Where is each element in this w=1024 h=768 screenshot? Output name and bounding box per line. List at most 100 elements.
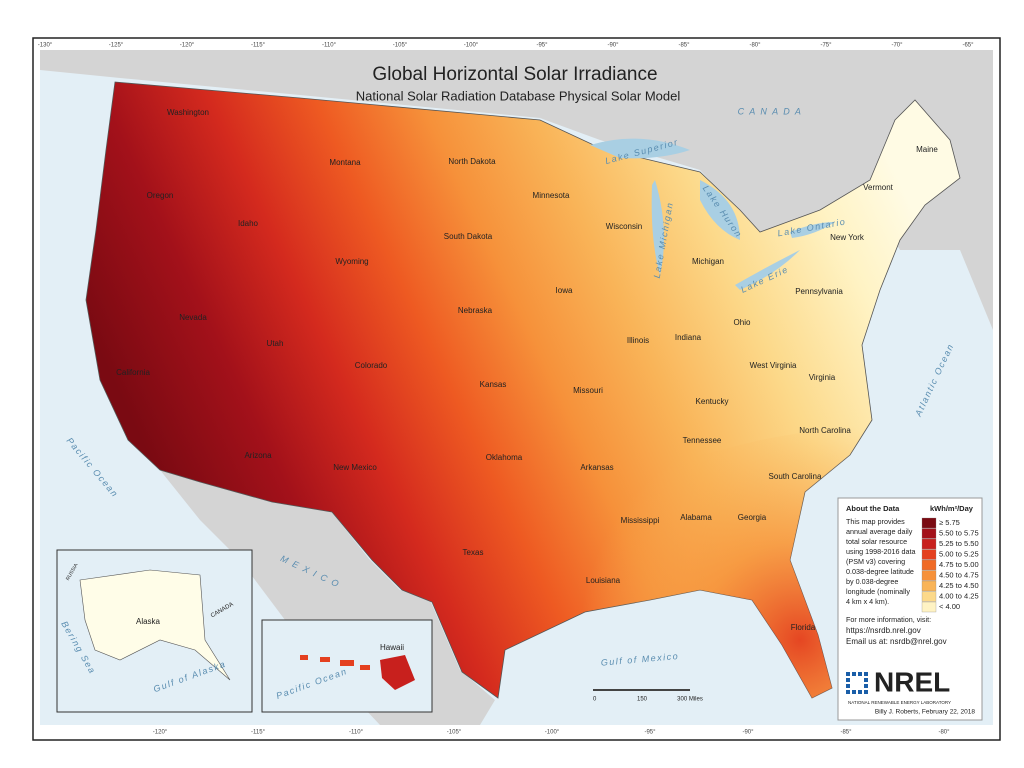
about-line: using 1998-2016 data <box>846 547 916 556</box>
state-label: Utah <box>267 339 284 348</box>
state-label: West Virginia <box>750 361 797 370</box>
about-line: 0.038-degree latitude <box>846 567 914 576</box>
legend-swatch <box>921 538 937 550</box>
southeast-shade <box>505 420 872 698</box>
scale-label: 0 <box>593 697 597 703</box>
state-label: Nevada <box>179 313 207 322</box>
lake <box>700 180 740 240</box>
nrel-icon <box>846 672 868 694</box>
state-label: Michigan <box>692 257 724 266</box>
title: Global Horizontal Solar Irradiance <box>372 64 657 85</box>
about-email: Email us at: nsrdb@nrel.gov <box>846 637 947 646</box>
logo: NREL <box>874 666 950 697</box>
legend-swatch <box>921 601 937 613</box>
legend-label: 5.00 to 5.25 <box>939 549 979 558</box>
state-label: New York <box>830 233 865 242</box>
state-label: Indiana <box>675 333 702 342</box>
legend-swatch <box>921 591 937 602</box>
legend-swatch <box>921 528 937 539</box>
state-label: Wyoming <box>335 257 368 266</box>
subtitle: National Solar Radiation Database Physic… <box>356 88 681 103</box>
about-line: longitude (nominally <box>846 587 910 596</box>
state-label: Wisconsin <box>606 222 642 231</box>
lake <box>790 222 835 238</box>
about-title: About the Data <box>846 504 900 513</box>
state-label: Illinois <box>627 336 649 345</box>
top-longitude: -115° <box>251 43 266 49</box>
top-longitude: -110° <box>322 43 337 49</box>
top-longitude: -80° <box>749 43 761 49</box>
legend-label: 4.50 to 4.75 <box>939 570 979 579</box>
hawaii-islands <box>300 655 370 670</box>
top-longitude: -105° <box>393 43 408 49</box>
bottom-longitude: -100° <box>545 730 560 736</box>
state-label: North Carolina <box>799 426 851 435</box>
lake <box>590 138 690 159</box>
top-longitude: -95° <box>536 43 548 49</box>
bottom-longitude: -90° <box>742 730 754 736</box>
state-label: Louisiana <box>586 576 621 585</box>
bottom-longitude: -95° <box>644 730 656 736</box>
state-label: Oklahoma <box>486 453 523 462</box>
state-label: South Carolina <box>769 472 822 481</box>
top-longitude: -70° <box>891 43 903 49</box>
top-longitude: -120° <box>180 43 195 49</box>
legend-swatch <box>921 580 937 592</box>
state-label: Minnesota <box>533 191 570 200</box>
state-label: Kansas <box>480 380 507 389</box>
top-longitude: -100° <box>464 43 479 49</box>
state-label: Tennessee <box>683 436 722 445</box>
about-line: This map provides <box>846 517 905 526</box>
top-longitude: -130° <box>38 43 53 49</box>
legend-title: kWh/m²/Day <box>930 504 974 513</box>
about-line: by 0.038-degree <box>846 577 898 586</box>
state-label: Montana <box>329 158 361 167</box>
about-line: total solar resource <box>846 537 907 546</box>
state-label: New Mexico <box>333 463 377 472</box>
lab-name: NATIONAL RENEWABLE ENERGY LABORATORY <box>848 700 951 705</box>
credit: Billy J. Roberts, February 22, 2018 <box>875 709 975 716</box>
scale-label: 150 <box>637 697 648 703</box>
state-label: Nebraska <box>458 306 493 315</box>
bottom-longitude: -85° <box>840 730 852 736</box>
legend-label: 4.00 to 4.25 <box>939 591 979 600</box>
about-line: 4 km x 4 km). <box>846 597 889 606</box>
about-line: (PSM v3) covering <box>846 557 905 566</box>
top-longitude: -85° <box>678 43 690 49</box>
alaska-shape <box>79 569 231 681</box>
state-label: Texas <box>463 548 484 557</box>
legend-box <box>837 497 983 721</box>
lake <box>651 180 664 275</box>
region-label: C A N A D A <box>738 106 803 116</box>
legend-label: 5.25 to 5.50 <box>939 539 979 548</box>
legend-label: 5.50 to 5.75 <box>939 528 979 537</box>
state-label: Virginia <box>809 373 836 382</box>
state-label: Idaho <box>238 219 259 228</box>
legend-label: 4.75 to 5.00 <box>939 560 979 569</box>
state-label: Alabama <box>680 513 712 522</box>
alaska-label: Alaska <box>136 617 161 626</box>
legend-label: < 4.00 <box>939 602 960 611</box>
legend-swatch <box>921 517 937 529</box>
about-url: https://nsrdb.nrel.gov <box>846 626 921 635</box>
state-label: Ohio <box>734 318 751 327</box>
lake <box>735 250 800 290</box>
bottom-longitude: -110° <box>349 730 364 736</box>
state-label: Vermont <box>863 183 894 192</box>
scale-label: 300 Miles <box>677 697 703 703</box>
legend-swatch <box>921 549 937 560</box>
state-label: Kentucky <box>696 397 729 406</box>
top-longitude: -125° <box>109 43 124 49</box>
state-label: Oregon <box>147 191 174 200</box>
state-label: California <box>116 368 150 377</box>
legend-label: ≥ 5.75 <box>939 518 960 527</box>
top-longitude: -90° <box>607 43 619 49</box>
state-label: Pennsylvania <box>795 287 843 296</box>
state-label: Arkansas <box>580 463 613 472</box>
state-label: Iowa <box>556 286 573 295</box>
state-label: Maine <box>916 145 938 154</box>
about-more: For more information, visit: <box>846 615 931 624</box>
legend-swatch <box>921 570 937 581</box>
state-label: South Dakota <box>444 232 493 241</box>
